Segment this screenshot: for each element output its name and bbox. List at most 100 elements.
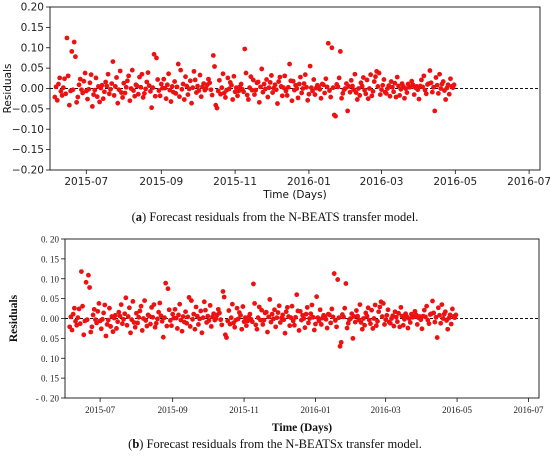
chart-a-point	[158, 81, 164, 87]
chart-b-point	[362, 322, 368, 328]
chart-a-point	[77, 76, 83, 82]
chart-a-point	[255, 79, 261, 85]
chart-b-point	[108, 324, 114, 329]
chart-b-point	[371, 316, 377, 321]
chart-a-point	[301, 81, 307, 87]
chart-b-point	[394, 319, 400, 325]
chart-a-point	[85, 96, 90, 102]
chart-b-point	[273, 324, 279, 330]
chart-a-point	[216, 77, 222, 83]
chart-a-point	[74, 99, 80, 105]
chart-a-point	[164, 82, 170, 88]
chart-a-point	[342, 86, 348, 91]
chart-a-point	[370, 88, 376, 94]
chart-b-point	[341, 314, 346, 320]
chart-b-point	[433, 314, 439, 320]
chart-b-point	[91, 306, 97, 312]
chart-a-point	[236, 88, 242, 94]
chart-a-point	[241, 89, 246, 95]
chart-b-point	[332, 318, 338, 323]
chart-b-point	[207, 302, 213, 308]
chart-b-point	[71, 305, 77, 311]
chart-a-point	[317, 86, 323, 92]
chart-a-point	[429, 89, 435, 95]
chart-a-y-tick-label: −0.05	[12, 103, 44, 115]
chart-a-point	[339, 95, 344, 101]
chart-b-point	[348, 316, 353, 321]
chart-a-point	[300, 86, 306, 91]
chart-b-point	[453, 312, 459, 318]
chart-a-point	[87, 80, 93, 86]
chart-a-point	[226, 86, 232, 92]
chart-b-y-tick-label: 0. 20	[41, 235, 60, 245]
chart-b-point	[189, 298, 194, 304]
chart-a-point	[362, 87, 367, 93]
chart-b-point	[448, 321, 454, 327]
chart-b-point	[179, 328, 185, 334]
chart-b-point	[187, 324, 193, 329]
chart-b-point	[226, 308, 232, 313]
chart-b-point	[177, 301, 183, 307]
chart-b-point	[258, 317, 263, 323]
chart-b-point	[218, 317, 224, 323]
chart-b-point	[139, 328, 145, 333]
chart-b-point	[306, 320, 311, 326]
chart-a-point	[261, 81, 267, 87]
chart-a-point	[144, 79, 150, 85]
chart-a-point	[376, 70, 382, 76]
chart-a-point	[154, 55, 159, 61]
chart-a-point	[304, 84, 309, 90]
chart-b-point	[112, 312, 118, 318]
chart-a-point	[421, 73, 427, 79]
chart-b-point	[263, 309, 269, 315]
chart-b-point	[105, 317, 111, 323]
chart-a-point	[252, 92, 257, 98]
chart-a-point	[264, 77, 269, 82]
chart-b-point	[383, 317, 389, 323]
chart-b-point	[318, 322, 324, 327]
chart-b-point	[137, 308, 143, 314]
chart-b-point	[252, 300, 257, 306]
chart-b-point	[101, 310, 107, 316]
chart-b-point	[405, 325, 411, 331]
chart-a-x-tick-label: 2016-01	[287, 176, 331, 188]
chart-a-point	[97, 99, 102, 105]
chart-b-point	[330, 314, 336, 320]
chart-b-point	[247, 311, 253, 317]
chart-a-point	[70, 87, 76, 93]
chart-b-point	[185, 314, 191, 320]
chart-b-point	[167, 318, 173, 323]
chart-panel-b: 0. 20 0. 15 0. 10 0. 05 0. 00 0. 05 0. 10 0. 15…	[8, 235, 544, 435]
chart-b-point	[206, 318, 212, 323]
chart-b-point	[275, 310, 281, 315]
chart-b-point	[128, 330, 133, 336]
chart-a-point	[66, 102, 72, 108]
chart-b-point	[407, 320, 413, 325]
chart-a-point	[438, 86, 444, 91]
chart-a-point	[445, 82, 451, 88]
chart-b-point	[357, 302, 363, 307]
chart-a-point	[203, 86, 209, 91]
chart-a-point	[92, 87, 98, 93]
chart-b-point	[375, 318, 380, 324]
chart-b-point	[125, 314, 131, 319]
chart-a-point	[231, 73, 237, 79]
chart-b-point	[228, 315, 234, 321]
chart-a-point	[353, 90, 359, 95]
chart-a-point	[195, 83, 201, 89]
chart-b-y-tick-label: 0. 10	[41, 274, 60, 284]
chart-b-point	[253, 322, 259, 328]
chart-a-point	[134, 83, 140, 89]
chart-b-x-tick-label: 2016-03	[371, 405, 401, 415]
chart-b-point	[132, 324, 138, 330]
chart-b-point	[232, 324, 238, 330]
chart-b-point	[284, 304, 290, 310]
chart-b-point	[104, 322, 110, 327]
chart-b-point	[115, 319, 121, 325]
chart-a-point	[330, 85, 336, 91]
chart-b-point	[118, 302, 124, 307]
chart-a-point	[197, 72, 203, 78]
chart-a-point	[223, 95, 228, 100]
chart-b-point	[198, 308, 204, 314]
chart-a-point	[246, 97, 251, 102]
